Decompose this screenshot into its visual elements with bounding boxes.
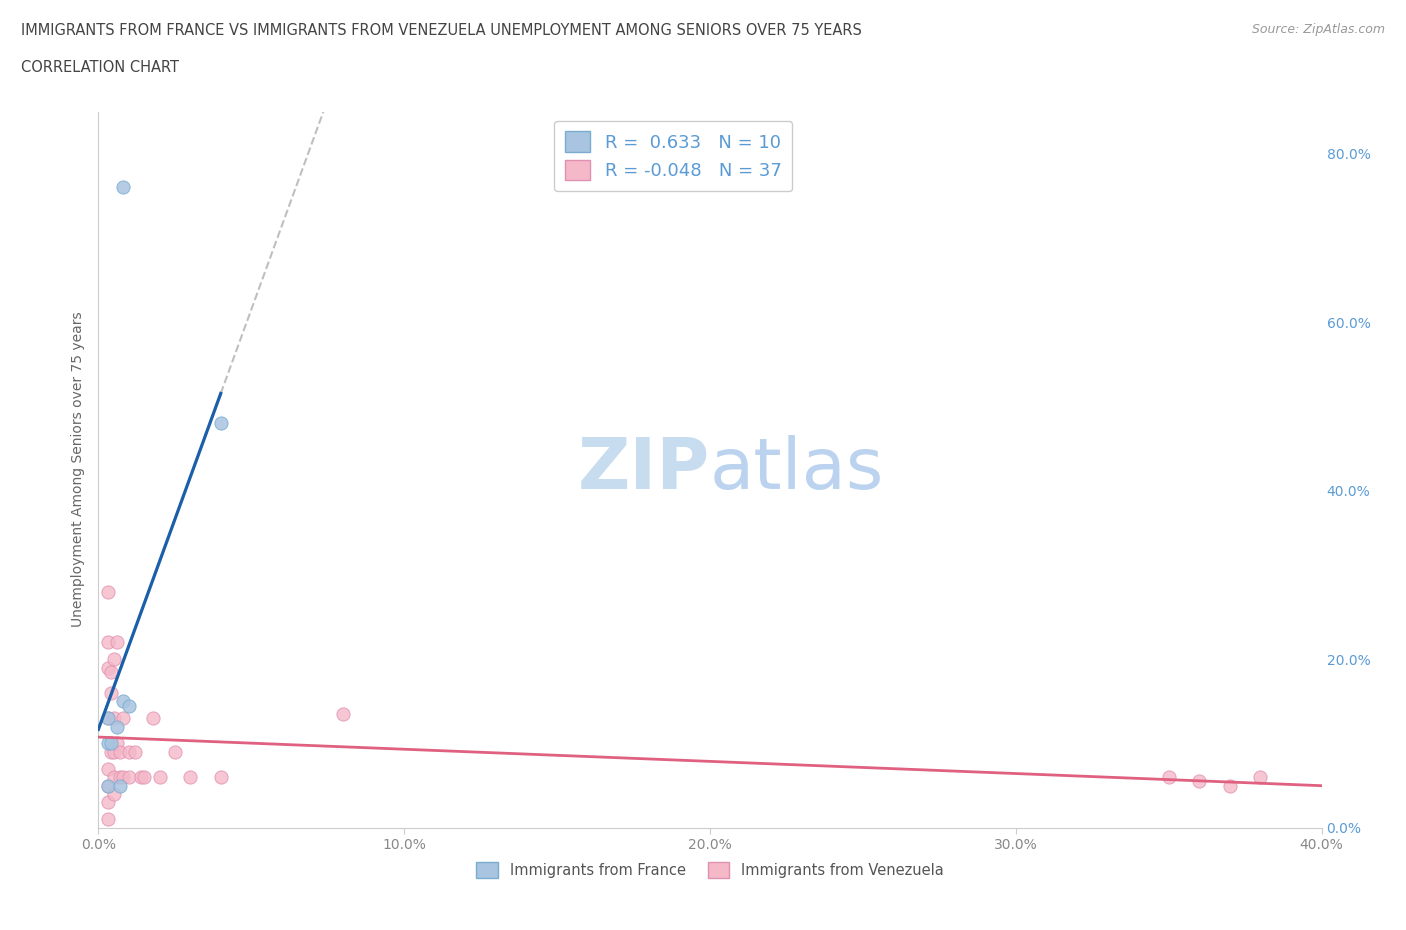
Point (97, 778, 120, 793)
Point (103, 787, 125, 802)
Point (97, 762, 120, 777)
Point (149, 770, 172, 785)
Point (108, 770, 131, 785)
Point (100, 744, 122, 759)
Point (97, 584, 120, 599)
Text: ZIP: ZIP (578, 435, 710, 504)
Point (129, 770, 152, 785)
Point (108, 744, 131, 759)
Point (142, 711, 165, 725)
Point (105, 635, 128, 650)
Point (97, 660, 120, 675)
Point (332, 707, 354, 722)
Point (118, 770, 141, 785)
Point (1219, 778, 1241, 793)
Point (100, 685, 122, 700)
Point (209, 416, 232, 431)
Point (100, 664, 122, 679)
Point (97, 812, 120, 827)
Point (209, 770, 232, 785)
Text: IMMIGRANTS FROM FRANCE VS IMMIGRANTS FROM VENEZUELA UNEMPLOYMENT AMONG SENIORS O: IMMIGRANTS FROM FRANCE VS IMMIGRANTS FRO… (21, 23, 862, 38)
Point (100, 736, 122, 751)
Point (103, 770, 125, 785)
Point (103, 744, 125, 759)
Point (97, 736, 120, 751)
Point (134, 770, 156, 785)
Point (97, 795, 120, 810)
Point (179, 770, 201, 785)
Point (105, 736, 128, 751)
Point (103, 652, 125, 667)
Point (97, 711, 120, 725)
Point (108, 778, 131, 793)
Point (105, 719, 128, 734)
Point (1249, 770, 1271, 785)
Point (124, 744, 146, 759)
Point (103, 711, 125, 725)
Text: CORRELATION CHART: CORRELATION CHART (21, 60, 179, 75)
Point (111, 180, 134, 195)
Point (1157, 770, 1180, 785)
Point (118, 744, 141, 759)
Point (111, 711, 134, 725)
Point (111, 770, 134, 785)
Text: atlas: atlas (710, 435, 884, 504)
Point (1188, 774, 1211, 789)
Point (111, 694, 134, 709)
Point (118, 698, 141, 713)
Text: Source: ZipAtlas.com: Source: ZipAtlas.com (1251, 23, 1385, 36)
Point (97, 635, 120, 650)
Point (163, 744, 186, 759)
Point (97, 711, 120, 725)
Legend: Immigrants from France, Immigrants from Venezuela: Immigrants from France, Immigrants from … (468, 855, 952, 884)
Y-axis label: Unemployment Among Seniors over 75 years: Unemployment Among Seniors over 75 years (70, 312, 84, 628)
Point (97, 778, 120, 793)
